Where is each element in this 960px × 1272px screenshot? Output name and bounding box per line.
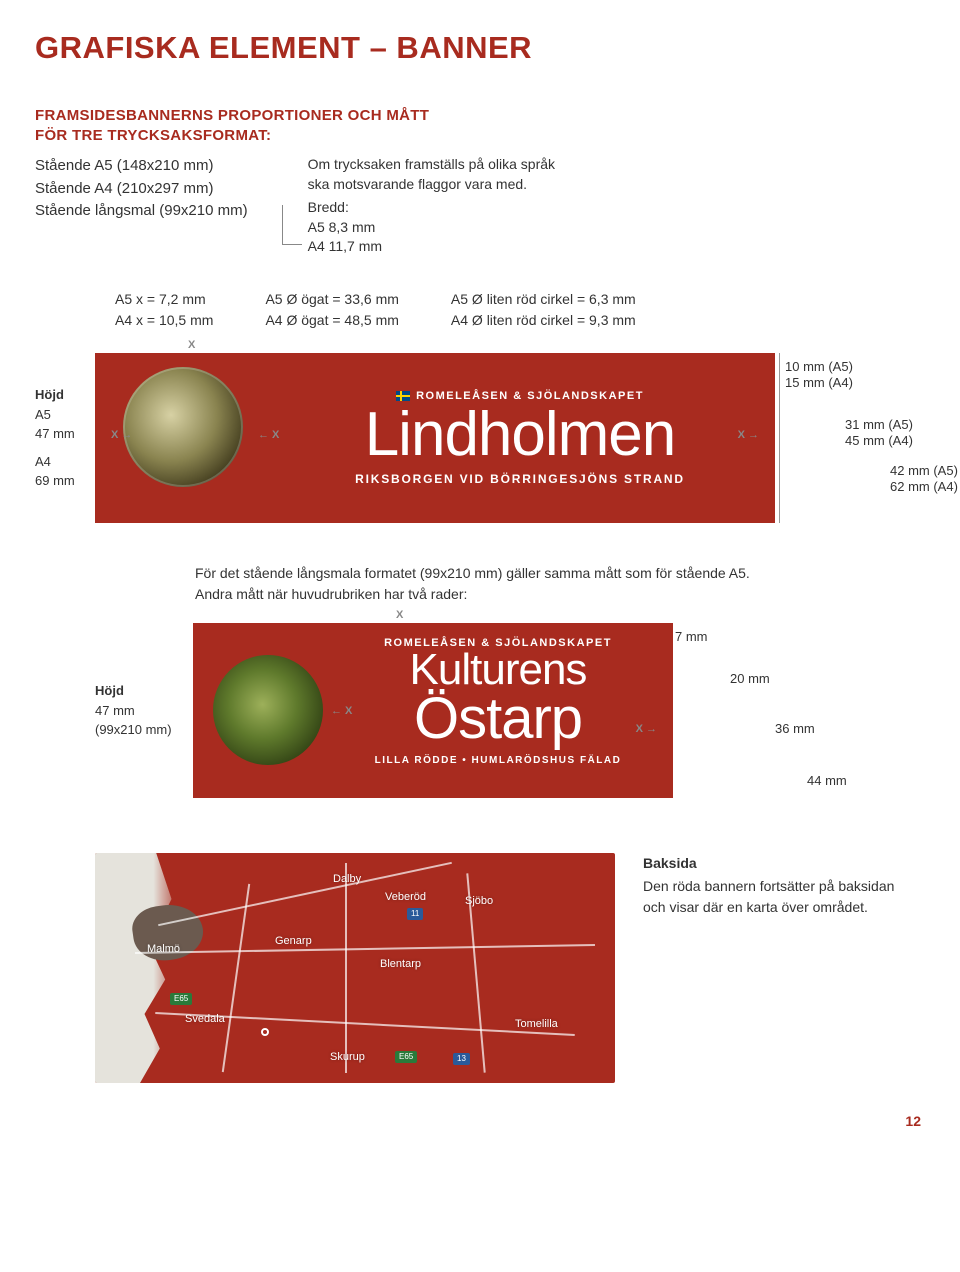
format-long: Stående långsmal (99x210 mm) bbox=[35, 200, 248, 223]
banner1-title: Lindholmen bbox=[265, 404, 775, 466]
sl-a4: A4 bbox=[35, 452, 95, 472]
m-c2a: A5 Ø ögat = 33,6 mm bbox=[265, 289, 398, 310]
sl-h: Höjd bbox=[35, 385, 95, 405]
b1d4: 45 mm (A4) bbox=[845, 433, 913, 448]
m-c3a: A5 Ø liten röd cirkel = 6,3 mm bbox=[451, 289, 636, 310]
flag-note-l4: A5 8,3 mm bbox=[308, 218, 555, 238]
flag-note: Om trycksaken framställs på olika språk … bbox=[308, 155, 555, 257]
page-title: GRAFISKA ELEMENT – BANNER bbox=[35, 30, 925, 66]
b1d6: 62 mm (A4) bbox=[890, 479, 958, 494]
subtitle-line2: FÖR TRE TRYCKSAKSFORMAT: bbox=[35, 126, 925, 146]
x2-top: X bbox=[388, 609, 411, 621]
banner1-wrap: Höjd A5 47 mm A4 69 mm X X → ← X X → ROM… bbox=[35, 353, 925, 523]
subtitle: FRAMSIDESBANNERNS PROPORTIONER OCH MÅTT … bbox=[35, 106, 925, 145]
banner2-subtitle: LILLA RÖDDE • HUMLARÖDSHUS FÄLAD bbox=[343, 755, 653, 766]
map-road bbox=[135, 944, 595, 954]
map-label-dalby: Dalby bbox=[333, 873, 361, 885]
banner2-text: ROMELEÅSEN & SJÖLANDSKAPET Kulturens Öst… bbox=[343, 637, 653, 766]
banner2-eye-circle bbox=[213, 655, 323, 765]
map-marker-dot bbox=[261, 1028, 269, 1036]
sl-a5v: 47 mm bbox=[35, 424, 95, 444]
banner1-side-label: Höjd A5 47 mm A4 69 mm bbox=[35, 385, 95, 491]
banner1-dims: 10 mm (A5) 15 mm (A4) 31 mm (A5) 45 mm (… bbox=[785, 353, 925, 523]
m-c2b: A4 Ø ögat = 48,5 mm bbox=[265, 310, 398, 331]
map-label-genarp: Genarp bbox=[275, 935, 312, 947]
m-c1b: A4 x = 10,5 mm bbox=[115, 310, 213, 331]
b2d3: 36 mm bbox=[775, 721, 815, 736]
map-label-veberod: Veberöd bbox=[385, 891, 426, 903]
map-label-blentarp: Blentarp bbox=[380, 958, 421, 970]
banner1: X X → ← X X → ROMELEÅSEN & SJÖLANDSKAPET… bbox=[95, 353, 775, 523]
flag-note-l5: A4 11,7 mm bbox=[308, 237, 555, 257]
map-badge-13: 13 bbox=[453, 1053, 470, 1065]
flag-note-l1: Om trycksaken framställs på olika språk bbox=[308, 155, 555, 175]
flag-note-l3: Bredd: bbox=[308, 198, 555, 218]
x-marker-left: X → bbox=[103, 429, 140, 441]
map-label-sjobo: Sjöbo bbox=[465, 895, 493, 907]
note-bracket bbox=[282, 205, 302, 245]
measure-col2: A5 Ø ögat = 33,6 mm A4 Ø ögat = 48,5 mm bbox=[265, 289, 398, 331]
x-marker-top: X bbox=[180, 339, 203, 351]
banner2-dims: 7 mm 20 mm 36 mm 44 mm bbox=[675, 623, 835, 798]
mid-note-l1: För det stående långsmala formatet (99x2… bbox=[195, 563, 925, 584]
sl-a4v: 69 mm bbox=[35, 471, 95, 491]
sl2-v2: (99x210 mm) bbox=[95, 720, 193, 740]
banner2-side-label: Höjd 47 mm (99x210 mm) bbox=[95, 681, 193, 740]
map-road bbox=[345, 863, 347, 1073]
banner2: X ← X X → ROMELEÅSEN & SJÖLANDSKAPET Kul… bbox=[193, 623, 673, 798]
map-sea bbox=[95, 853, 185, 1083]
map-caption-body: Den röda bannern fort­sätter på baksidan… bbox=[643, 876, 903, 918]
mid-note-l2: Andra mått när huvudrubriken har två rad… bbox=[195, 584, 925, 605]
map-badge-11: 11 bbox=[407, 908, 423, 920]
b1d3: 31 mm (A5) bbox=[845, 417, 913, 432]
format-a4: Stående A4 (210x297 mm) bbox=[35, 178, 248, 201]
map-label-svedala: Svedala bbox=[185, 1013, 225, 1025]
map-road bbox=[222, 884, 250, 1072]
measure-row: A5 x = 7,2 mm A4 x = 10,5 mm A5 Ø ögat =… bbox=[35, 289, 925, 331]
map-badge-e65b: E65 bbox=[395, 1051, 417, 1063]
m-c3b: A4 Ø liten röd cirkel = 9,3 mm bbox=[451, 310, 636, 331]
banner1-subtitle: RIKSBORGEN VID BÖRRINGESJÖNS STRAND bbox=[265, 472, 775, 486]
map-caption-h: Baksida bbox=[643, 853, 903, 874]
banner1-center: ROMELEÅSEN & SJÖLANDSKAPET Lindholmen RI… bbox=[265, 390, 775, 486]
sl2-h: Höjd bbox=[95, 681, 193, 701]
map: Malmö Svedala Genarp Dalby Veberöd Sjöbo… bbox=[95, 853, 615, 1083]
map-badge-e65a: E65 bbox=[170, 993, 192, 1005]
intro-row: Stående A5 (148x210 mm) Stående A4 (210x… bbox=[35, 155, 925, 257]
sl2-v1: 47 mm bbox=[95, 701, 193, 721]
map-wrap: Malmö Svedala Genarp Dalby Veberöd Sjöbo… bbox=[35, 853, 925, 1083]
b1d2: 15 mm (A4) bbox=[785, 375, 853, 390]
dimline-r bbox=[779, 353, 780, 523]
b2d2: 20 mm bbox=[730, 671, 770, 686]
map-label-skurup: Skurup bbox=[330, 1051, 365, 1063]
x-marker-mid: ← X bbox=[250, 429, 287, 441]
b1d1: 10 mm (A5) bbox=[785, 359, 853, 374]
sl-a5: A5 bbox=[35, 405, 95, 425]
subtitle-line1: FRAMSIDESBANNERNS PROPORTIONER OCH MÅTT bbox=[35, 106, 925, 126]
b2d1: 7 mm bbox=[675, 629, 708, 644]
banner2-wrap: Höjd 47 mm (99x210 mm) X ← X X → ROMELEÅ… bbox=[35, 623, 925, 798]
b1d5: 42 mm (A5) bbox=[890, 463, 958, 478]
banner1-eye-circle bbox=[123, 367, 243, 487]
format-list: Stående A5 (148x210 mm) Stående A4 (210x… bbox=[35, 155, 248, 257]
banner2-title2: Östarp bbox=[343, 693, 653, 745]
measure-col3: A5 Ø liten röd cirkel = 6,3 mm A4 Ø lite… bbox=[451, 289, 636, 331]
b2d4: 44 mm bbox=[807, 773, 847, 788]
map-label-tomelilla: Tomelilla bbox=[515, 1018, 558, 1030]
m-c1a: A5 x = 7,2 mm bbox=[115, 289, 213, 310]
x-marker-right: X → bbox=[730, 429, 767, 441]
format-a5: Stående A5 (148x210 mm) bbox=[35, 155, 248, 178]
banner2-title1: Kulturens bbox=[343, 649, 653, 691]
map-label-malmo: Malmö bbox=[147, 943, 180, 955]
page-number: 12 bbox=[35, 1113, 925, 1129]
map-caption: Baksida Den röda bannern fort­sätter på … bbox=[643, 853, 903, 918]
mid-note: För det stående långsmala formatet (99x2… bbox=[195, 563, 925, 605]
flag-note-l2: ska motsvarande flaggor vara med. bbox=[308, 175, 555, 195]
measure-col1: A5 x = 7,2 mm A4 x = 10,5 mm bbox=[115, 289, 213, 331]
